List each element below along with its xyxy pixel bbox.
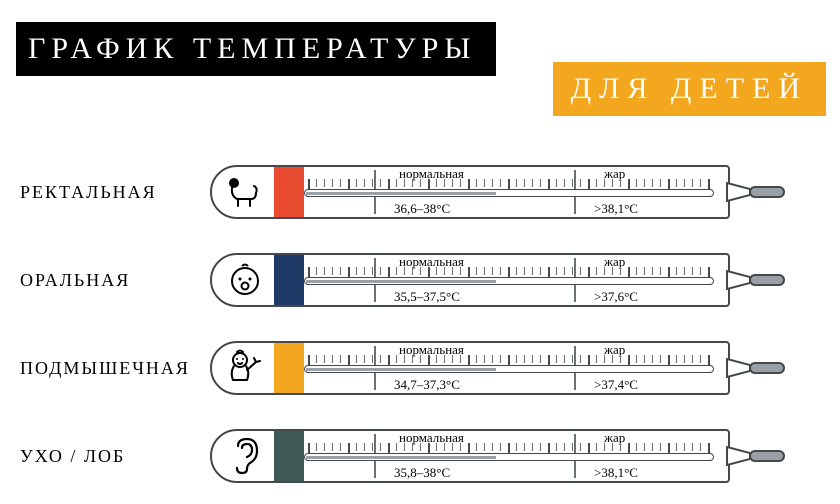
method-label: ПОДМЫШЕЧНАЯ: [0, 358, 210, 379]
thermometer-rows: РЕКТАЛЬНАЯ нормальная жар 36,6–38°C: [0, 148, 840, 500]
color-indicator: [274, 255, 304, 305]
tick-marks: [304, 179, 714, 189]
thermometer: нормальная жар 35,8–38°C >38,1°C: [210, 429, 810, 483]
thermometer: нормальная жар 36,6–38°C >38,1°C: [210, 165, 810, 219]
method-label: РЕКТАЛЬНАЯ: [0, 182, 210, 203]
normal-range: 34,7–37,3°C: [394, 377, 460, 393]
title-sub: ДЛЯ ДЕТЕЙ: [553, 62, 826, 116]
thermometer-tip: [726, 446, 788, 466]
method-label: УХО / ЛОБ: [0, 446, 210, 467]
mercury-tube: [304, 277, 714, 285]
thermometer: нормальная жар 34,7–37,3°C >37,4°C: [210, 341, 810, 395]
thermometer-tip: [726, 358, 788, 378]
thermometer-tip: [726, 270, 788, 290]
mercury-tube: [304, 189, 714, 197]
scale: нормальная жар 36,6–38°C >38,1°C: [304, 167, 728, 217]
title-main: ГРАФИК ТЕМПЕРАТУРЫ: [16, 22, 496, 76]
fever-range: >38,1°C: [594, 465, 638, 481]
thermometer-row: РЕКТАЛЬНАЯ нормальная жар 36,6–38°C: [0, 148, 840, 236]
baby-crawl-icon: [220, 172, 270, 212]
fever-range: >37,4°C: [594, 377, 638, 393]
scale: нормальная жар 35,8–38°C >38,1°C: [304, 431, 728, 481]
thermometer-tip: [726, 182, 788, 202]
tick-marks: [304, 355, 714, 365]
mercury-tube: [304, 365, 714, 373]
color-indicator: [274, 343, 304, 393]
ear-icon: [220, 436, 270, 476]
thermometer-row: УХО / ЛОБ нормальная жар 35,8–38°C >38,1…: [0, 412, 840, 500]
thermometer-row: ПОДМЫШЕЧНАЯ нормальная жар: [0, 324, 840, 412]
normal-range: 36,6–38°C: [394, 201, 450, 217]
thermometer-row: ОРАЛЬНАЯ нормальная жар 35,5: [0, 236, 840, 324]
thermometer: нормальная жар 35,5–37,5°C >37,6°C: [210, 253, 810, 307]
method-label: ОРАЛЬНАЯ: [0, 270, 210, 291]
fever-range: >38,1°C: [594, 201, 638, 217]
fever-range: >37,6°C: [594, 289, 638, 305]
tick-marks: [304, 267, 714, 277]
baby-arm-icon: [220, 348, 270, 388]
color-indicator: [274, 167, 304, 217]
baby-face-icon: [220, 260, 270, 300]
tick-marks: [304, 443, 714, 453]
scale: нормальная жар 34,7–37,3°C >37,4°C: [304, 343, 728, 393]
normal-range: 35,8–38°C: [394, 465, 450, 481]
scale: нормальная жар 35,5–37,5°C >37,6°C: [304, 255, 728, 305]
color-indicator: [274, 431, 304, 481]
mercury-tube: [304, 453, 714, 461]
normal-range: 35,5–37,5°C: [394, 289, 460, 305]
